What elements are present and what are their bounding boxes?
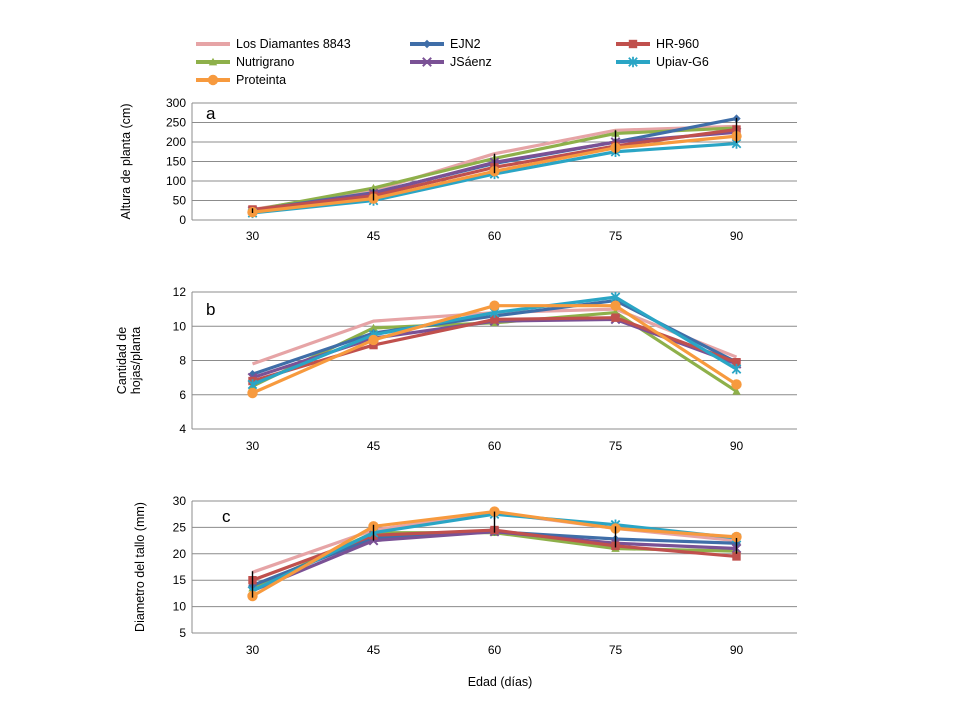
y-tick-label: 25 [173,520,187,534]
panel-tag-c: c [222,507,231,526]
y-axis-title: Diametro del tallo (mm) [133,502,147,632]
series-js-enz [247,526,742,596]
data-point [732,552,741,561]
legend-label: Proteinta [236,73,286,87]
series-proteinta [247,130,742,218]
panel-tag-a: a [206,104,216,123]
y-axis-title-line: Cantidad de [115,327,129,394]
x-tick-label: 75 [609,439,623,453]
x-tick-label: 60 [488,439,502,453]
x-tick-label: 90 [730,439,744,453]
y-tick-label: 20 [173,547,187,561]
legend-marker [628,39,638,49]
series-upiav-g6 [247,138,742,219]
series-nutrigrano [248,528,741,592]
x-tick-label: 30 [246,229,260,243]
legend-marker [628,56,638,68]
legend-item-nutrigrano: Nutrigrano [196,55,294,69]
y-tick-label: 12 [173,285,187,299]
y-tick-label: 5 [179,626,186,640]
y-tick-label: 200 [166,135,186,149]
panel-a: 0 50 100 150 200 250 300 30 45 60 75 90 Altura de pl… [119,96,797,243]
y-axis-title: Cantidad dehojas/planta [115,327,143,394]
x-tick-label: 90 [730,643,744,657]
panel-tag-b: b [206,300,215,319]
x-tick-label: 75 [609,643,623,657]
data-point [731,363,742,375]
x-tick-label: 60 [488,643,502,657]
data-point [247,387,258,399]
data-point [611,313,620,322]
y-tick-label: 50 [173,194,187,208]
panel-b: 4 6 8 10 12 30 45 60 75 90 Cantidad dehojas/planta… [115,285,797,453]
x-axis-title: Edad (días) [468,675,533,689]
x-tick-label: 30 [246,439,260,453]
legend: Los Diamantes 8843 EJN2 HR-960 Nutrigrano JS… [196,37,709,87]
data-point [369,183,378,192]
y-axis-title-line: hojas/planta [129,327,143,394]
data-point [490,315,499,324]
x-tick-label: 45 [367,643,381,657]
x-tick-label: 90 [730,229,744,243]
legend-marker [422,39,432,49]
legend-marker [207,74,219,86]
series-line [251,530,737,587]
legend-marker [208,57,218,66]
y-tick-label: 10 [173,600,187,614]
y-tick-label: 6 [179,388,186,402]
y-tick-label: 15 [173,573,187,587]
y-tick-label: 250 [166,116,186,130]
y-tick-label: 8 [179,354,186,368]
legend-label: EJN2 [450,37,481,51]
data-point [368,334,379,346]
legend-item-ejn2: EJN2 [410,37,481,51]
panel-c: 5 10 15 20 25 30 30 45 60 75 90 Diametro del tallo … [133,494,797,657]
y-tick-label: 4 [179,422,186,436]
y-tick-label: 150 [166,155,186,169]
data-point [610,300,621,311]
y-tick-label: 100 [166,174,186,188]
data-point [732,387,741,395]
data-point [731,531,742,543]
x-tick-label: 45 [367,229,381,243]
y-axis-title: Altura de planta (cm) [119,103,133,219]
data-point [369,323,378,332]
data-point [489,300,500,311]
x-tick-label: 60 [488,229,502,243]
series-proteinta [247,300,742,399]
legend-label: Los Diamantes 8843 [236,37,351,51]
data-point [731,379,742,390]
legend-item-proteinta: Proteinta [196,73,286,87]
legend-item-upiav-g6: Upiav-G6 [616,55,709,69]
y-tick-label: 30 [173,494,187,508]
legend-label: HR-960 [656,37,699,51]
legend-item-js-enz: JSáenz [410,55,492,69]
legend-item-hr-960: HR-960 [616,37,699,51]
x-tick-label: 45 [367,439,381,453]
data-point [732,358,741,367]
x-tick-label: 30 [246,643,260,657]
legend-label: Nutrigrano [236,55,294,69]
y-tick-label: 300 [166,96,186,110]
y-tick-label: 0 [179,213,186,227]
legend-item-los-diamantes-8843: Los Diamantes 8843 [196,37,351,51]
legend-label: JSáenz [450,55,492,69]
legend-label: Upiav-G6 [656,55,709,69]
x-tick-label: 75 [609,229,623,243]
y-tick-label: 10 [173,319,187,333]
legend-marker [422,57,432,67]
